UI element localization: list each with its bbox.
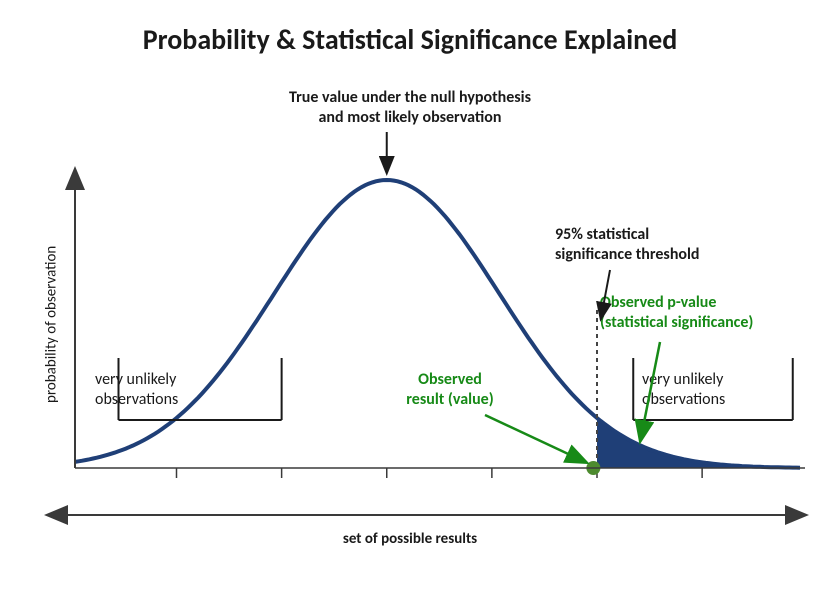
threshold-arrow [601,270,610,318]
unlikely-left-bracket [119,358,282,420]
pvalue-arrow [641,342,661,440]
unlikely-right-bracket [633,358,793,420]
distribution-chart [0,0,820,600]
bell-curve [75,180,800,468]
observed-arrow [485,415,585,462]
